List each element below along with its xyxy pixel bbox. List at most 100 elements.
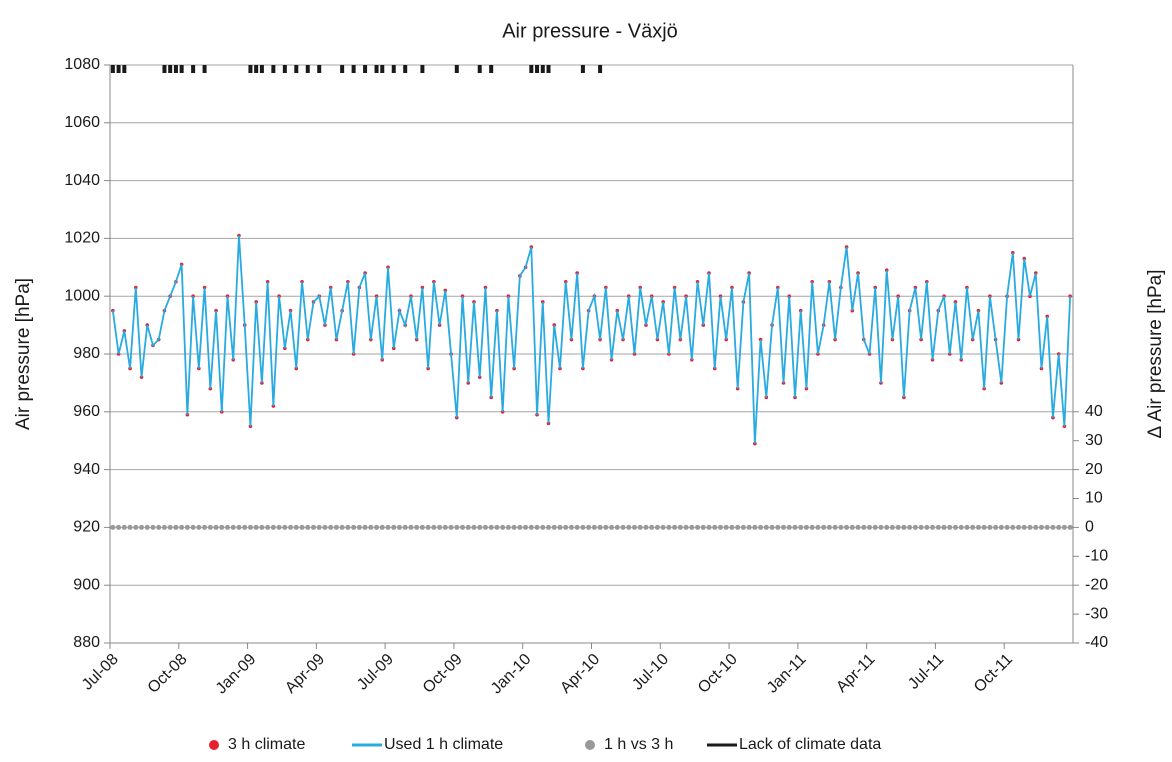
dot	[832, 524, 838, 530]
dot	[121, 524, 127, 530]
dot	[127, 524, 133, 530]
dot	[975, 524, 981, 530]
dot	[425, 524, 431, 530]
dot	[872, 524, 878, 530]
lack-bar	[248, 65, 253, 73]
dot	[717, 524, 723, 530]
y2-tick-label: 0	[1085, 519, 1094, 536]
lack-bar	[317, 65, 322, 73]
dot	[374, 524, 380, 530]
dot	[454, 524, 460, 530]
dot	[981, 524, 987, 530]
dot	[460, 524, 466, 530]
dot	[723, 524, 729, 530]
dot	[534, 524, 540, 530]
dot	[763, 524, 769, 530]
dot	[402, 524, 408, 530]
dot	[947, 524, 953, 530]
lack-bar	[122, 65, 127, 73]
dot	[282, 524, 288, 530]
y-tick-label: 1060	[64, 114, 100, 131]
dot	[202, 524, 208, 530]
x-tick-label: Apr-11	[833, 651, 878, 696]
lack-bar	[529, 65, 534, 73]
y2-tick-label: 40	[1085, 403, 1103, 420]
lack-bar	[403, 65, 408, 73]
y2-tick-label: 10	[1085, 490, 1103, 507]
x-tick-label: Jul-08	[79, 651, 122, 694]
dot	[328, 524, 334, 530]
dot	[1033, 524, 1039, 530]
y2-tick-label: 30	[1085, 432, 1103, 449]
lack-bar	[363, 65, 368, 73]
dot	[219, 524, 225, 530]
dot	[242, 524, 248, 530]
dot	[672, 524, 678, 530]
dot	[935, 524, 941, 530]
dot	[288, 524, 294, 530]
y-tick-label: 880	[73, 634, 100, 651]
dot	[677, 524, 683, 530]
lack-bar	[282, 65, 287, 73]
lack-bar	[535, 65, 540, 73]
dot	[546, 524, 552, 530]
dot	[150, 524, 156, 530]
lack-bar	[380, 65, 385, 73]
dot	[563, 524, 569, 530]
x-tick-label: Jul-09	[354, 651, 397, 694]
dot	[351, 524, 357, 530]
dot	[236, 524, 242, 530]
dot	[654, 524, 660, 530]
lack-bar	[254, 65, 259, 73]
dot	[849, 524, 855, 530]
dot	[299, 524, 305, 530]
dot	[958, 524, 964, 530]
dot	[746, 524, 752, 530]
x-tick-label: Oct-10	[695, 651, 741, 697]
dot	[867, 524, 873, 530]
lack-bar	[259, 65, 264, 73]
dot	[758, 524, 764, 530]
dot	[861, 524, 867, 530]
dot	[179, 524, 185, 530]
dot	[167, 524, 173, 530]
lack-bar	[546, 65, 551, 73]
dot	[815, 524, 821, 530]
dot	[689, 524, 695, 530]
lack-bar	[116, 65, 121, 73]
dot	[322, 524, 328, 530]
y-tick-label: 1020	[64, 230, 100, 247]
dot	[1038, 524, 1044, 530]
dot	[970, 524, 976, 530]
dot	[821, 524, 827, 530]
dot	[477, 524, 483, 530]
dot	[471, 524, 477, 530]
dot	[712, 524, 718, 530]
lack-bar	[477, 65, 482, 73]
dot	[591, 524, 597, 530]
dot	[465, 524, 471, 530]
dot	[173, 524, 179, 530]
dot	[941, 524, 947, 530]
dot	[368, 524, 374, 530]
y2-axis-title: Δ Air pressure [hPa]	[1145, 270, 1166, 439]
dot	[225, 524, 231, 530]
dot	[1021, 524, 1027, 530]
dot	[878, 524, 884, 530]
dot	[695, 524, 701, 530]
dot	[110, 524, 116, 530]
dot	[442, 524, 448, 530]
x-tick-label: Jul-11	[905, 651, 947, 693]
dot	[133, 524, 139, 530]
y2-tick-label: -20	[1085, 576, 1108, 593]
dot	[603, 524, 609, 530]
dot	[568, 524, 574, 530]
dot	[1067, 524, 1073, 530]
series-dots	[110, 524, 1073, 530]
dot	[557, 524, 563, 530]
dot	[660, 524, 666, 530]
dot	[528, 524, 534, 530]
dot	[139, 524, 145, 530]
dot	[1010, 524, 1016, 530]
